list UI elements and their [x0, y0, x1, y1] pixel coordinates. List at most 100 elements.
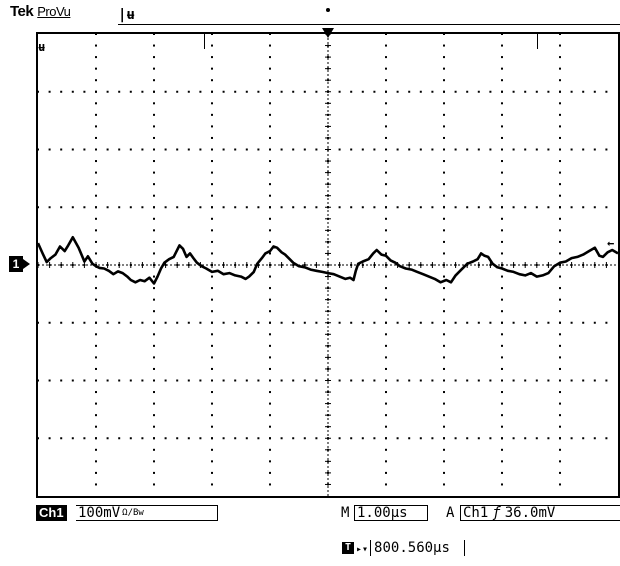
grid-dot	[118, 206, 121, 209]
grid-dot	[95, 356, 97, 359]
grid-dot	[431, 321, 434, 324]
grid-dot	[153, 79, 155, 82]
grid-dot	[443, 448, 445, 451]
grid-dot	[443, 113, 445, 116]
grid-dot	[106, 321, 109, 324]
grid-dot	[95, 240, 97, 243]
grid-dot	[385, 240, 387, 243]
grid-dot	[257, 379, 260, 382]
grid-dot	[501, 310, 503, 313]
grid-dot	[605, 379, 608, 382]
grid-dot	[95, 321, 97, 324]
trigger-level-marker[interactable]: ←	[607, 236, 615, 250]
grid-dot	[501, 217, 503, 220]
timebase-value[interactable]: 1.00μs	[354, 505, 428, 521]
grid-dot	[501, 171, 503, 174]
channel-1-reference-marker[interactable]: 1	[9, 256, 23, 272]
grid-dot	[385, 252, 387, 255]
grid-dot	[315, 321, 318, 324]
grid-dot	[211, 56, 213, 59]
grid-dot	[443, 79, 445, 82]
grid-dot	[95, 425, 97, 428]
grid-dot	[431, 148, 434, 151]
grid-dot	[269, 102, 271, 105]
grid-dot	[408, 437, 411, 440]
grid-dot	[570, 379, 573, 382]
grid-dot	[269, 333, 271, 336]
grid-dot	[257, 90, 260, 93]
grid-dot	[350, 90, 353, 93]
trigger-setting[interactable]: Ch1 ƒ 36.0mV	[460, 505, 620, 521]
grid-dot	[443, 333, 445, 336]
grid-dot	[153, 160, 155, 163]
grid-dot	[559, 321, 561, 324]
grid-dot	[211, 275, 213, 278]
grid-dot	[501, 160, 503, 163]
grid-dot	[269, 344, 271, 347]
grid-dot	[153, 414, 155, 417]
grid-dot	[71, 90, 74, 93]
ch1-vertical-scale[interactable]: 100mV Ω/Bw	[76, 505, 218, 521]
grid-dot	[431, 379, 434, 382]
grid-dot	[443, 379, 445, 382]
grid-dot	[211, 67, 213, 70]
grid-dot	[559, 148, 561, 151]
grid-dot	[38, 379, 39, 382]
grid-dot	[83, 437, 86, 440]
grid-dot	[408, 321, 411, 324]
grid-dot	[95, 437, 97, 440]
grid-dot	[559, 460, 561, 463]
grid-dot	[95, 206, 97, 209]
grid-dot	[129, 90, 132, 93]
grid-dot	[559, 344, 561, 347]
grid-dot	[443, 217, 445, 220]
grid-dot	[385, 356, 387, 359]
grid-dot	[141, 321, 144, 324]
grid-dot	[385, 113, 387, 116]
grid-dot	[559, 183, 561, 186]
grid-dot	[38, 206, 39, 209]
grid-dot	[187, 90, 190, 93]
grid-dot	[176, 148, 179, 151]
grid-dot	[443, 298, 445, 301]
grid-dot	[83, 321, 86, 324]
grid-dot	[211, 460, 213, 463]
grid-dot	[501, 379, 503, 382]
grid-dot	[385, 298, 387, 301]
grid-dot	[38, 437, 39, 440]
grid-dot	[385, 287, 387, 290]
grid-dot	[466, 148, 469, 151]
grid-dot	[153, 321, 155, 324]
grid-dot	[211, 171, 213, 174]
grid-dot	[501, 79, 503, 82]
grid-dot	[234, 90, 237, 93]
grid-dot	[443, 44, 445, 47]
grid-dot	[605, 90, 608, 93]
grid-dot	[303, 321, 306, 324]
grid-dot	[106, 148, 109, 151]
grid-dot	[443, 229, 445, 232]
trigger-prefix: A	[446, 505, 455, 521]
grid-dot	[524, 321, 527, 324]
grid-dot	[454, 321, 457, 324]
grid-dot	[153, 391, 155, 394]
grid-dot	[547, 379, 550, 382]
trigger-position-readout[interactable]: T ▸▾ 800.560μs	[342, 540, 465, 558]
grid-dot	[95, 79, 97, 82]
grid-dot	[48, 206, 51, 209]
grid-dot	[153, 171, 155, 174]
channel-badge[interactable]: Ch1	[36, 505, 67, 521]
grid-dot	[211, 125, 213, 128]
grid-dot	[385, 160, 387, 163]
grid-dot	[593, 321, 596, 324]
grid-dot	[524, 148, 527, 151]
grid-dot	[153, 287, 155, 290]
grid-dot	[199, 148, 202, 151]
grid-dot	[269, 356, 271, 359]
grid-dot	[559, 298, 561, 301]
grid-dot	[199, 379, 202, 382]
grid-dot	[153, 448, 155, 451]
grid-dot	[303, 90, 306, 93]
grid-dot	[419, 321, 422, 324]
grid-dot	[408, 90, 411, 93]
